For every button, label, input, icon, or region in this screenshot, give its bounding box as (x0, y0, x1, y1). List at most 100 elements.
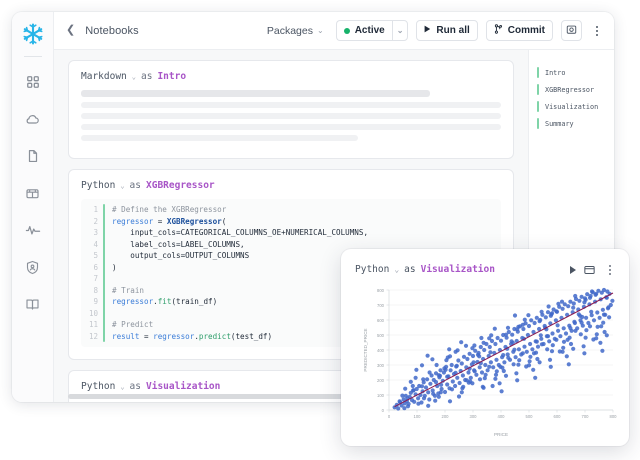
status-button[interactable]: Active (335, 20, 392, 41)
cell-language[interactable]: Python (81, 381, 116, 392)
x-tick-label: 200 (442, 414, 450, 419)
rail-divider (23, 56, 42, 57)
apps-grid-icon (26, 75, 40, 89)
left-icon-rail (12, 12, 54, 402)
y-tick-label: 500 (377, 333, 385, 338)
status-dropdown-button[interactable]: ⌄ (391, 20, 409, 41)
line-number: 4 (93, 239, 98, 249)
book-icon (25, 297, 40, 312)
skeleton-line (81, 90, 430, 97)
trend-line (394, 292, 614, 408)
x-tick-label: 800 (610, 414, 618, 419)
window-frame-icon[interactable] (584, 265, 595, 275)
y-tick-label: 800 (377, 288, 385, 293)
outline-marker (537, 84, 539, 95)
code-line: regressor = XGBRegressor( (112, 216, 227, 226)
code-line: output_cols=OUTPUT_COLUMNS (112, 251, 250, 260)
y-tick-label: 300 (377, 363, 385, 368)
x-tick-label: 300 (470, 414, 478, 419)
cell-as-label: as (129, 180, 141, 191)
chevron-down-icon[interactable]: ⌄ (120, 382, 125, 391)
chart-card-header: Python ⌄ as Visualization (355, 259, 617, 280)
scatter-plot: 0 100 200 300 400 500 600 700 800 0 100 200 300 400 50… (355, 282, 619, 440)
shield-user-icon (25, 260, 40, 275)
code-line: input_cols=CATEGORICAL_COLUMNS_OE+NUMERI… (112, 228, 369, 237)
packages-dropdown[interactable]: Packages ⌄ (267, 25, 324, 37)
cell-accent-bar (103, 204, 105, 342)
cell-header: Python ⌄ as XGBRegressor (81, 180, 501, 191)
y-tick-label: 0 (382, 408, 385, 413)
chevron-down-icon: ⌄ (317, 26, 324, 35)
commit-label: Commit (507, 25, 545, 36)
code-line (112, 308, 368, 320)
outline-item[interactable]: Summary (529, 115, 614, 132)
sidebar-item-apps-grid[interactable] (20, 69, 46, 95)
code-content[interactable]: # Define the XGBRegressor regressor = XGB… (112, 204, 368, 342)
kebab-menu-icon[interactable] (603, 259, 617, 280)
skeleton-line (81, 113, 501, 119)
run-all-label: Run all (436, 25, 470, 36)
breadcrumb[interactable]: Notebooks (85, 24, 139, 37)
sidebar-item-security[interactable] (20, 254, 46, 280)
more-menu-button[interactable] (590, 20, 604, 41)
cell-language[interactable]: Python (355, 264, 390, 275)
line-number: 2 (93, 216, 98, 226)
sidebar-item-cloud[interactable] (20, 106, 46, 132)
skeleton-line (81, 135, 359, 141)
line-number: 1 (93, 205, 98, 214)
horizontal-scrollbar[interactable] (68, 394, 514, 399)
y-axis-label: PREDICTED_PRICE (363, 328, 368, 371)
outline-item-label: Intro (545, 68, 566, 77)
outline-item[interactable]: Visualization (529, 98, 614, 115)
code-line: # Predict (112, 320, 154, 329)
y-tick-label: 100 (377, 393, 385, 398)
cell-as-label: as (404, 264, 416, 275)
cell-language[interactable]: Markdown (81, 71, 127, 82)
outline-item[interactable]: XGBRegressor (529, 81, 614, 98)
x-tick-label: 700 (582, 414, 590, 419)
code-line: regressor.fit(train_df) (112, 297, 218, 306)
sidebar-item-document[interactable] (20, 143, 46, 169)
chevron-down-icon[interactable]: ⌄ (131, 72, 136, 81)
code-line: label_cols=LABEL_COLUMNS, (112, 239, 245, 249)
git-branch-icon (494, 24, 503, 37)
chart-card-tools (570, 259, 617, 280)
chevron-down-icon[interactable]: ⌄ (394, 265, 400, 274)
run-all-button[interactable]: Run all (416, 20, 478, 41)
chevron-down-icon[interactable]: ⌄ (120, 181, 125, 190)
x-tick-label: 0 (388, 414, 391, 419)
x-tick-label: 500 (526, 414, 534, 419)
cell-header: Python ⌄ as Visualization (81, 381, 501, 392)
kebab-dot (596, 29, 598, 32)
commit-button[interactable]: Commit (485, 20, 553, 41)
outline-item[interactable]: Intro (529, 64, 614, 81)
sidebar-item-database[interactable] (20, 180, 46, 206)
x-axis-label: PRICE (494, 432, 508, 437)
line-number: 8 (93, 285, 98, 295)
outline-item-label: Summary (545, 119, 574, 128)
kebab-dot (596, 33, 598, 36)
play-icon (424, 25, 431, 36)
code-line: # Define the XGBRegressor (112, 205, 227, 214)
snowflake-logo (21, 22, 45, 46)
cloud-icon (25, 112, 40, 127)
cell-language[interactable]: Python (81, 180, 116, 191)
markdown-skeleton (81, 90, 501, 141)
outline-marker (537, 101, 539, 112)
sidebar-item-activity[interactable] (20, 217, 46, 243)
toolbar: ❮ Notebooks Packages ⌄ Active ⌄ (54, 12, 614, 50)
notebook-cell-intro[interactable]: Markdown ⌄ as Intro (68, 60, 514, 159)
code-line: ) (112, 262, 117, 272)
chevron-down-icon: ⌄ (396, 26, 404, 35)
scrollbar-thumb[interactable] (68, 394, 363, 399)
snapshot-button[interactable] (561, 20, 582, 41)
code-line: # Train (112, 285, 145, 295)
line-number: 3 (93, 228, 98, 237)
sidebar-item-docs[interactable] (20, 291, 46, 317)
y-tick-label: 400 (377, 348, 385, 353)
cell-name: Visualization (420, 264, 495, 275)
play-icon[interactable] (570, 265, 576, 274)
visualization-output-card[interactable]: Python ⌄ as Visualization 0 100 200 300 40 (341, 249, 629, 446)
code-line: result = regressor.predict(test_df) (112, 331, 273, 341)
chevron-left-icon[interactable]: ❮ (66, 24, 76, 36)
